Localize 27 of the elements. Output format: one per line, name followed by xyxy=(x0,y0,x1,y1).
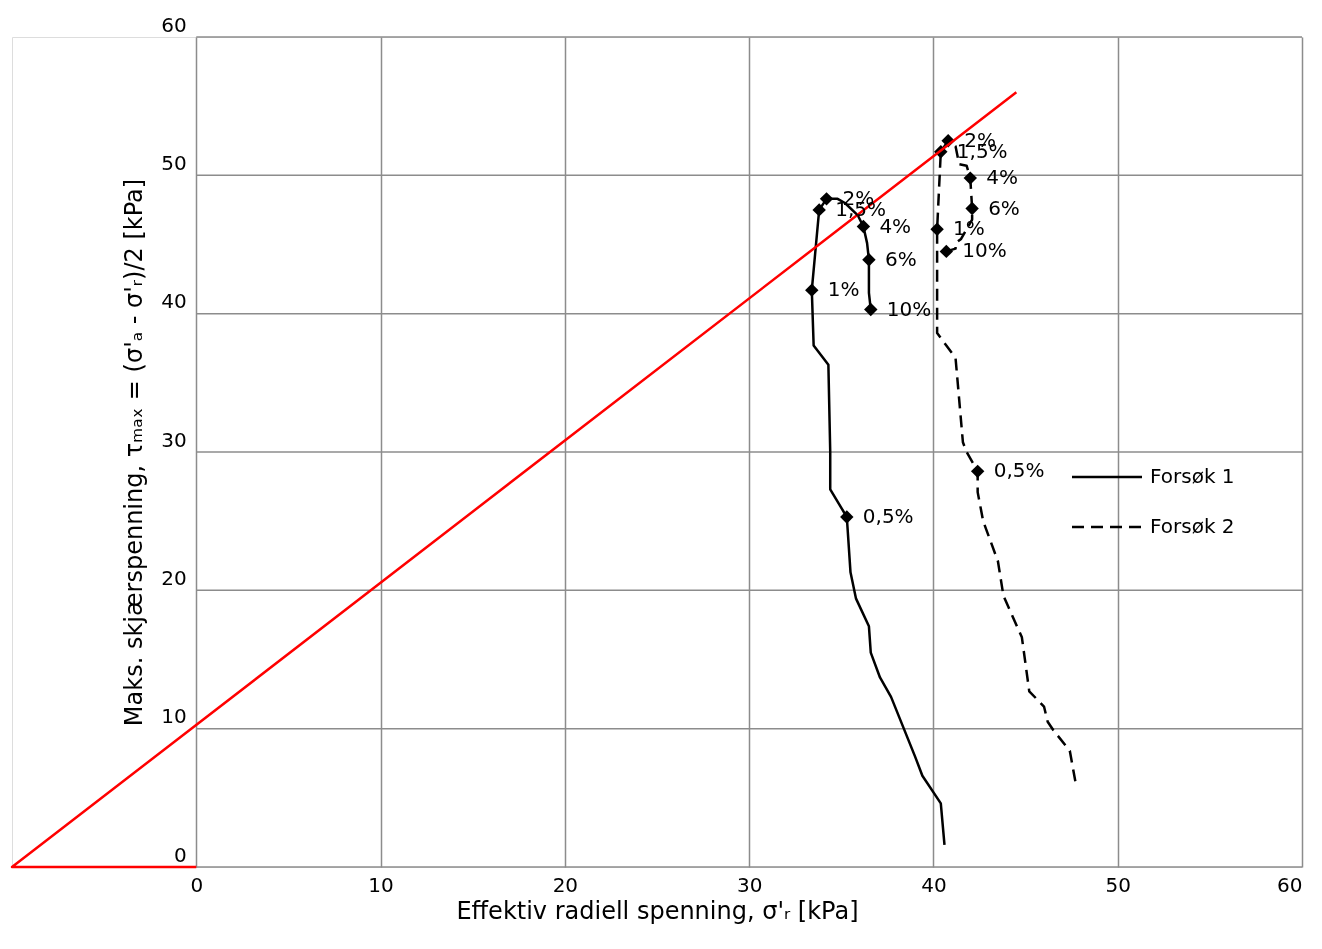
annotation: 1% xyxy=(827,277,860,302)
y-tick-label: 40 xyxy=(161,289,187,314)
annotation: 6% xyxy=(884,246,917,271)
annotation: 10% xyxy=(962,238,1007,263)
y-tick-label: 10 xyxy=(161,704,187,729)
x-axis-title: Effektiv radiell spenning, σ'ᵣ [kPa] xyxy=(456,896,859,925)
annotation: 10% xyxy=(886,296,932,321)
x-tick-label: 50 xyxy=(1105,872,1131,897)
y-axis-title: Maks. skjærspenning, τₘₐₓ = (σ'ₐ - σ'ᵣ)/2 [kPa] xyxy=(120,178,149,727)
legend-label: Forsøk 2 xyxy=(1150,513,1235,538)
annotation: 1% xyxy=(953,216,985,241)
y-tick-label: 30 xyxy=(161,427,187,452)
x-tick-label: 30 xyxy=(736,872,763,897)
x-tick-label: 40 xyxy=(921,872,947,897)
x-tick-label: 20 xyxy=(552,872,579,897)
annotation: 0,5% xyxy=(862,504,914,529)
annotation: 6% xyxy=(988,195,1020,220)
y-tick-label: 60 xyxy=(161,12,187,37)
annotation: 4% xyxy=(986,165,1019,190)
legend-label: Forsøk 1 xyxy=(1150,463,1235,488)
x-tick-label: 10 xyxy=(368,872,394,897)
annotation: 0,5% xyxy=(993,458,1045,483)
y-tick-label: 50 xyxy=(161,150,187,175)
x-tick-label: 60 xyxy=(1277,872,1303,897)
y-tick-label: 0 xyxy=(174,842,187,867)
y-tick-label: 20 xyxy=(161,565,187,590)
x-tick-label: 0 xyxy=(190,872,204,897)
